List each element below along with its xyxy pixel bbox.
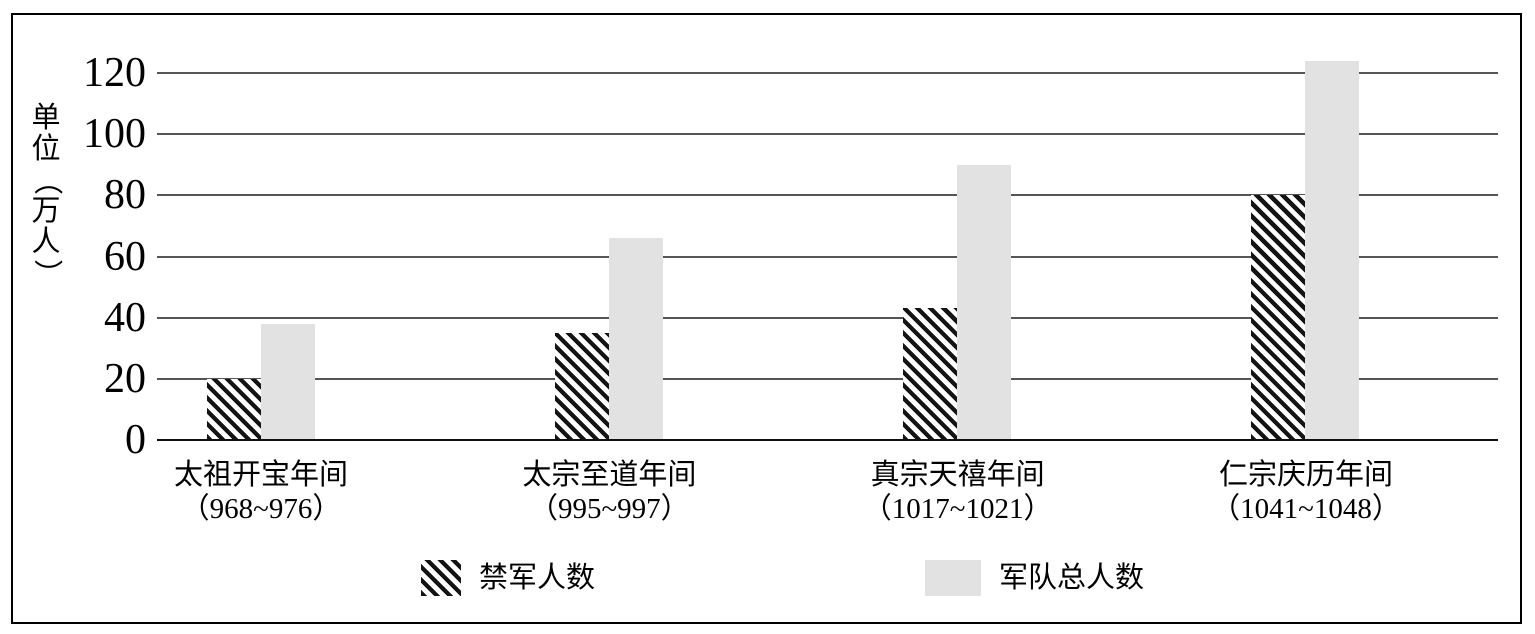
legend-label-imperial-guards: 禁军人数 <box>479 562 596 594</box>
bar-solid-group4 <box>1305 60 1360 440</box>
x-category-label-2: 太宗至道年间 （995~997） <box>439 458 779 526</box>
x-category-era: 真宗天禧年间 <box>870 459 1045 491</box>
gridline-100 <box>157 133 1498 136</box>
x-category-years: （968~976） <box>180 493 342 525</box>
y-axis-title: 单位（万人） <box>26 103 66 289</box>
x-category-label-3: 真宗天禧年间 （1017~1021） <box>788 458 1128 526</box>
bar-solid-group1 <box>260 323 315 440</box>
x-category-years: （995~997） <box>528 493 690 525</box>
gridline-120 <box>157 72 1498 74</box>
gridline-40 <box>157 316 1498 319</box>
y-tick-label-40: 40 <box>104 294 146 341</box>
y-axis-title-char: 位 <box>31 133 61 165</box>
legend-item-total-army: 军队总人数 <box>925 558 1144 598</box>
bar-solid-group2 <box>608 238 663 440</box>
x-category-years: （1017~1021） <box>862 493 1053 525</box>
x-category-years: （1041~1048） <box>1211 493 1401 525</box>
bar-hatched-group2 <box>554 332 609 440</box>
legend-label-total-army: 军队总人数 <box>999 562 1145 594</box>
legend-item-imperial-guards: 禁军人数 <box>421 558 595 598</box>
y-tick-label-120: 120 <box>83 50 146 96</box>
x-category-era: 仁宗庆历年间 <box>1218 459 1393 491</box>
x-category-era: 太宗至道年间 <box>522 459 697 491</box>
gridline-60 <box>157 255 1498 258</box>
y-tick-label-20: 20 <box>104 355 146 402</box>
x-category-label-4: 仁宗庆历年间 （1041~1048） <box>1136 458 1476 526</box>
x-category-era: 太祖开宝年间 <box>173 459 348 491</box>
gridline-80 <box>157 194 1498 197</box>
x-axis-baseline <box>157 439 1498 441</box>
chart-border-frame <box>11 13 1522 624</box>
bar-hatched-group4 <box>1251 195 1306 440</box>
gridline-20 <box>157 377 1498 380</box>
y-tick-label-60: 60 <box>104 233 146 280</box>
y-tick-label-80: 80 <box>104 172 146 219</box>
bar-hatched-group3 <box>903 308 958 440</box>
bar-hatched-group1 <box>206 378 261 440</box>
y-axis-title-char: 单 <box>31 102 61 134</box>
legend-swatch-hatched-icon <box>421 560 461 596</box>
legend-swatch-gray-icon <box>925 560 981 596</box>
bar-solid-group3 <box>957 164 1012 440</box>
y-axis-title-char: 万 <box>31 195 61 227</box>
x-category-label-1: 太祖开宝年间 （968~976） <box>91 458 431 526</box>
y-tick-label-0: 0 <box>125 417 146 463</box>
y-tick-label-100: 100 <box>83 111 146 158</box>
y-axis-title-char: 人 <box>31 226 61 258</box>
